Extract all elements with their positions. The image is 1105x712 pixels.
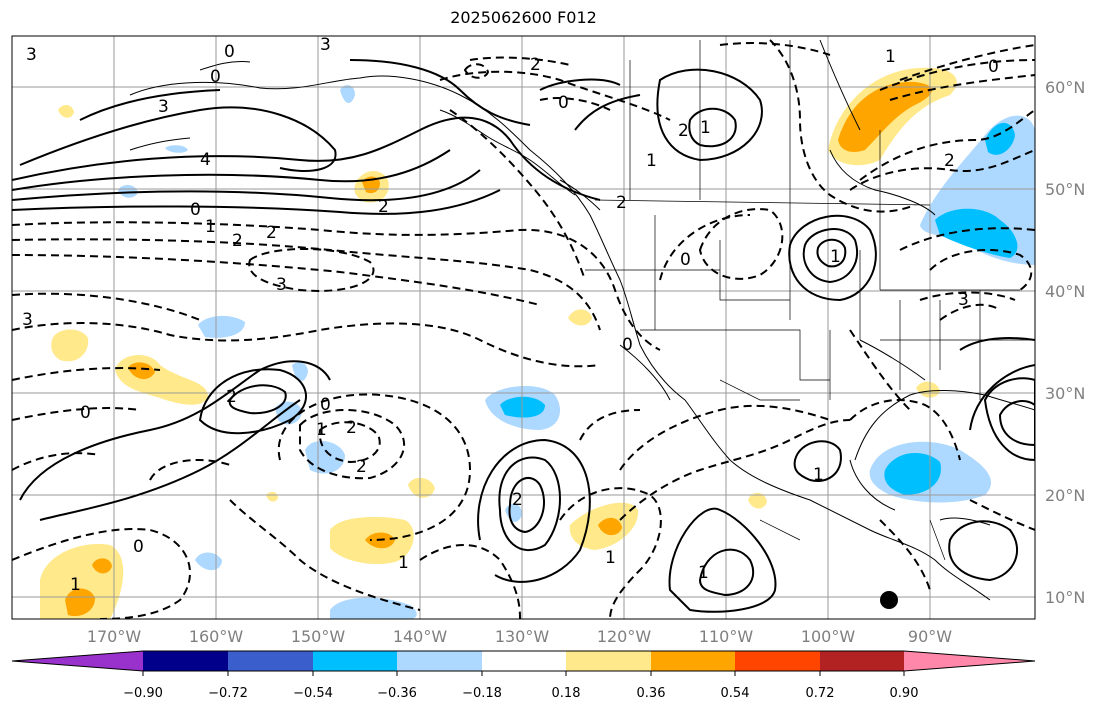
contour-label: 2 <box>226 387 237 407</box>
colorbar-segment <box>313 651 397 671</box>
contour-label: 2 <box>944 151 955 171</box>
contour-label: 1 <box>205 217 216 237</box>
contour-label: 0 <box>988 57 999 77</box>
latitude-labels: 60°N 50°N 40°N 30°N 20°N 10°N <box>1045 78 1085 607</box>
political-borders <box>585 40 1035 561</box>
graticule <box>12 36 1035 619</box>
contour-labels: 3 0 3 2 0 3 4 0 1 2 2 3 3 0 2 2 1 1 2 0 … <box>22 35 999 595</box>
colorbar-label: −0.54 <box>293 686 333 701</box>
contour-label: 3 <box>22 310 33 330</box>
colorbar-extend-high <box>904 651 1035 671</box>
contour-label: 2 <box>232 231 243 251</box>
contour-label: 3 <box>276 275 287 295</box>
contour-label: 2 <box>530 55 541 75</box>
colorbar-label: −0.72 <box>208 686 248 701</box>
contour-label: 2 <box>346 418 357 438</box>
contour-label: 0 <box>224 42 235 62</box>
contour-label: 3 <box>158 97 169 117</box>
lat-label: 30°N <box>1045 384 1085 403</box>
colorbar-segment <box>397 651 482 671</box>
contour-label: 3 <box>320 35 331 55</box>
contour-label: 1 <box>398 553 409 573</box>
map-title: 2025062600 F012 <box>450 8 597 27</box>
contour-label: 3 <box>26 45 37 65</box>
colorbar-label: 0.72 <box>806 686 835 701</box>
contour-label: 1 <box>885 47 896 67</box>
contour-label: 2 <box>378 197 389 217</box>
colorbar: −0.90 −0.72 −0.54 −0.36 −0.18 0.18 0.36 … <box>11 650 1036 701</box>
contour-label: 2 <box>616 193 627 213</box>
lon-label: 160°W <box>189 627 244 646</box>
lon-label: 100°W <box>801 627 856 646</box>
lat-label: 20°N <box>1045 486 1085 505</box>
colorbar-segment <box>735 651 820 671</box>
contour-label: 0 <box>320 395 331 415</box>
storm-marker <box>880 591 898 609</box>
map-frame <box>11 35 1036 620</box>
contour-label: 2 <box>678 121 689 141</box>
lon-label: 170°W <box>87 627 142 646</box>
contour-label: 4 <box>200 150 211 170</box>
lon-label: 130°W <box>495 627 550 646</box>
contour-label: 0 <box>210 67 221 87</box>
contour-label: 0 <box>622 335 633 355</box>
contour-label: 0 <box>680 250 691 270</box>
lon-label: 90°W <box>908 627 952 646</box>
colorbar-label: 0.36 <box>637 686 666 701</box>
colorbar-label: 0.18 <box>552 686 581 701</box>
colorbar-segment <box>651 651 735 671</box>
colorbar-segment <box>566 651 651 671</box>
contour-label: 1 <box>646 151 657 171</box>
contour-label: 1 <box>830 247 841 267</box>
lat-label: 50°N <box>1045 180 1085 199</box>
contour-label: 2 <box>266 223 277 243</box>
colorbar-labels: −0.90 −0.72 −0.54 −0.36 −0.18 0.18 0.36 … <box>123 686 918 701</box>
contour-label: 3 <box>958 290 969 310</box>
contour-label: 0 <box>558 93 569 113</box>
contour-label: 2 <box>512 490 523 510</box>
lat-label: 10°N <box>1045 588 1085 607</box>
contour-label: 1 <box>700 118 711 138</box>
colorbar-label: −0.36 <box>377 686 417 701</box>
colorbar-extend-low <box>12 651 143 671</box>
contour-label: 1 <box>70 575 81 595</box>
lon-label: 150°W <box>291 627 346 646</box>
colorbar-segment <box>143 651 228 671</box>
colorbar-label: −0.90 <box>123 686 163 701</box>
colorbar-label: 0.54 <box>721 686 750 701</box>
negative-contours <box>12 39 1035 619</box>
lon-label: 110°W <box>699 627 754 646</box>
colorbar-label: −0.18 <box>462 686 502 701</box>
lat-label: 40°N <box>1045 282 1085 301</box>
lon-label: 120°W <box>597 627 652 646</box>
contour-label: 1 <box>813 465 824 485</box>
colorbar-segment <box>228 651 313 671</box>
lat-label: 60°N <box>1045 78 1085 97</box>
colorbar-segment <box>820 651 904 671</box>
colorbar-label: 0.90 <box>890 686 919 701</box>
contour-label: 0 <box>133 537 144 557</box>
coastlines <box>129 39 1035 601</box>
contour-label: 1 <box>605 548 616 568</box>
contour-label: 1 <box>316 420 327 440</box>
coastline-details <box>439 109 601 211</box>
contour-label: 2 <box>356 457 367 477</box>
lon-label: 140°W <box>393 627 448 646</box>
contour-label: 0 <box>80 403 91 423</box>
colorbar-ticks <box>142 671 905 676</box>
longitude-labels: 170°W 160°W 150°W 140°W 130°W 120°W 110°… <box>87 627 952 646</box>
colorbar-segment <box>482 651 566 671</box>
contour-label: 1 <box>698 563 709 583</box>
contour-label: 0 <box>190 200 201 220</box>
positive-anomaly-shading <box>40 67 957 619</box>
